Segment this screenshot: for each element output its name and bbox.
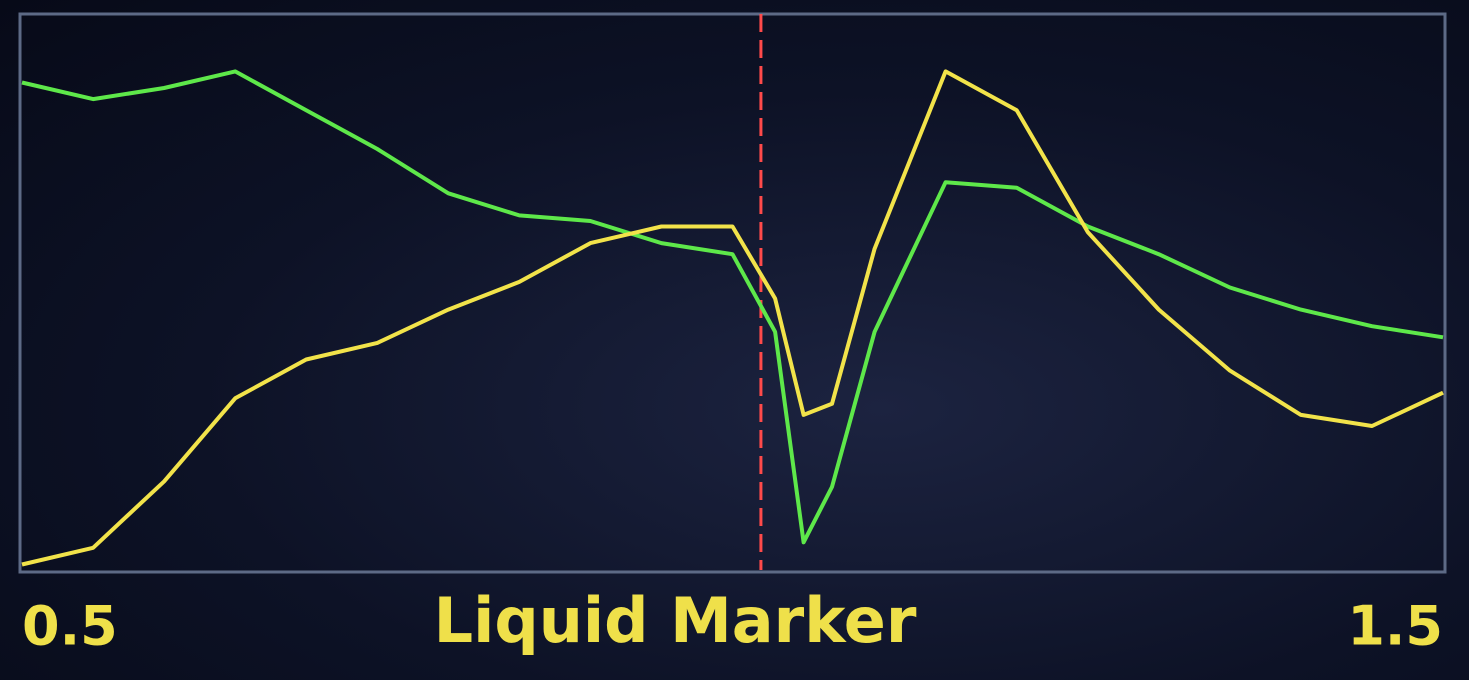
- chart-title: Liquid Marker: [434, 584, 917, 657]
- plot-frame: [20, 14, 1445, 572]
- x-tick-label: 0.5: [22, 595, 118, 658]
- page: Liquid Marker 0.51.5 (() => { const data…: [0, 0, 1469, 680]
- series-line: [22, 71, 1443, 564]
- x-tick-label: 1.5: [1347, 595, 1443, 658]
- series-line: [22, 71, 1443, 542]
- chart: Liquid Marker 0.5 1.5: [0, 0, 1469, 680]
